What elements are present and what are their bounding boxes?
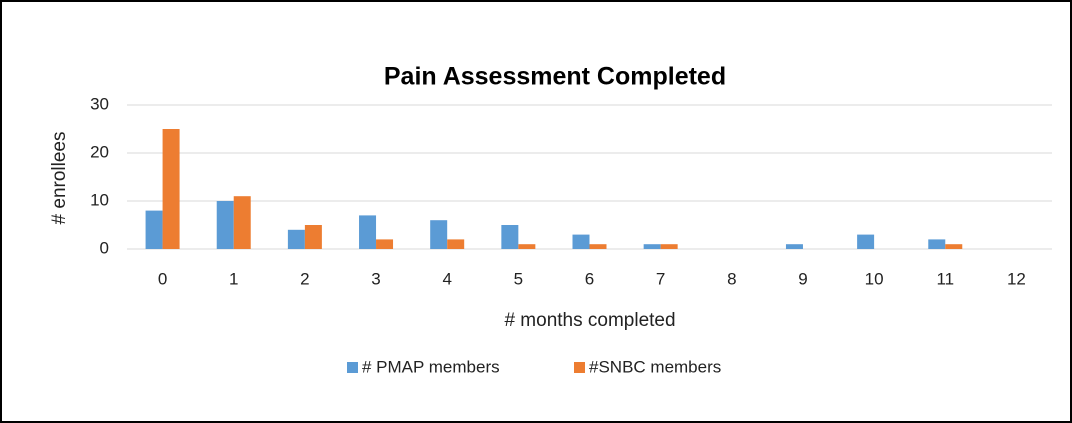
y-tick-label: 10: [90, 190, 109, 209]
bar: [145, 210, 163, 249]
bar: [589, 244, 607, 249]
legend-label: #SNBC members: [589, 357, 721, 376]
x-tick-label: 9: [798, 269, 807, 288]
bar: [447, 239, 465, 249]
bar: [945, 244, 963, 249]
bar: [501, 225, 519, 249]
bar: [643, 244, 661, 249]
x-tick-label: 2: [300, 269, 309, 288]
x-tick-label: 5: [514, 269, 523, 288]
bar: [216, 201, 234, 249]
x-tick-label: 11: [936, 269, 954, 288]
bar: [359, 215, 377, 249]
x-axis-label: # months completed: [504, 310, 675, 331]
x-tick-label: 7: [656, 269, 665, 288]
bar: [785, 244, 803, 249]
bar: [572, 234, 590, 249]
y-tick-label: 30: [90, 94, 109, 113]
x-tick-label: 8: [727, 269, 736, 288]
bar: [304, 225, 322, 249]
chart-title: Pain Assessment Completed: [384, 63, 726, 91]
x-tick-label: 6: [585, 269, 594, 288]
bar: [518, 244, 536, 249]
bar: [162, 129, 180, 249]
bar: [660, 244, 678, 249]
legend-swatch: [347, 362, 358, 373]
bar: [928, 239, 946, 249]
bar: [233, 196, 251, 249]
x-tick-label: 1: [229, 269, 238, 288]
x-tick-label: 3: [371, 269, 380, 288]
bar: [430, 220, 448, 249]
x-tick-label: 0: [158, 269, 167, 288]
bar: [857, 234, 875, 249]
bar: [376, 239, 394, 249]
y-axis-label: # enrollees: [49, 132, 70, 225]
x-tick-label: 4: [442, 269, 451, 288]
x-tick-label: 12: [1007, 269, 1026, 288]
legend-label: # PMAP members: [362, 357, 500, 376]
y-tick-label: 20: [90, 142, 109, 161]
bar: [287, 229, 305, 249]
x-tick-label: 10: [865, 269, 884, 288]
y-tick-label: 0: [100, 238, 109, 257]
legend-swatch: [574, 362, 585, 373]
